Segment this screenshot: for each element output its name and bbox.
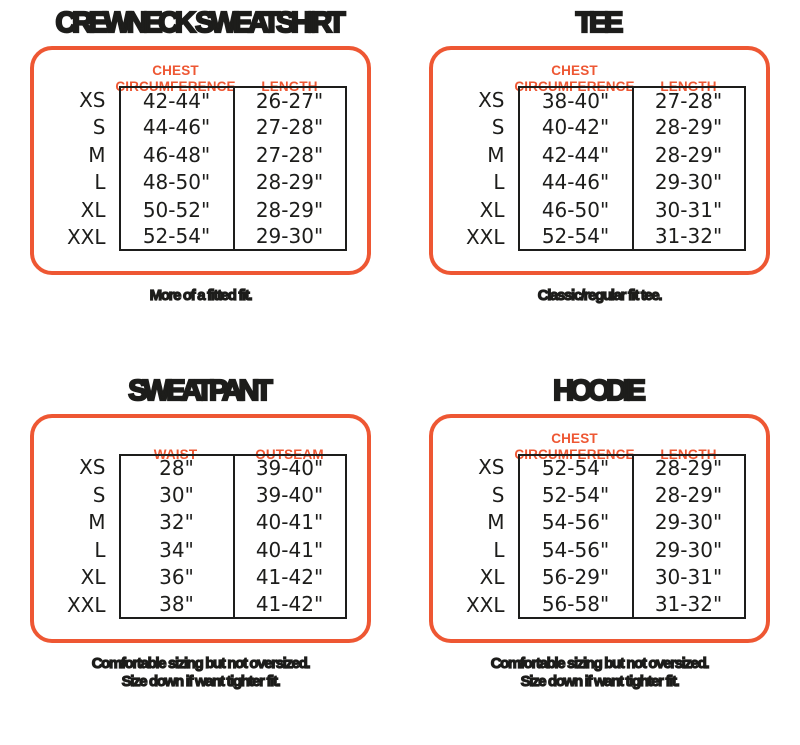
size-label: M [88, 510, 106, 535]
measurement-cell: 52-54" [517, 223, 632, 251]
size-label: XL [80, 565, 106, 590]
size-label: L [94, 537, 106, 562]
size-table-frame: CHEST CIRCUMFERENCE LENGTH XS 38-40" 27-… [429, 46, 770, 275]
size-table-frame: CHEST CIRCUMFERENCE LENGTH XS 52-54" 28-… [429, 414, 770, 643]
measurement-cell: 54-56" [517, 536, 632, 564]
measurement-cell: 36" [118, 563, 233, 592]
measurement-cell: 50-52" [118, 195, 233, 224]
measurement-cell: 52-54" [118, 223, 233, 251]
size-table: CHEST CIRCUMFERENCE LENGTH XS 52-54" 28-… [454, 426, 746, 619]
measurement-cell: 34" [118, 536, 233, 564]
measurement-cell: 38-40" [517, 85, 632, 114]
card-crewneck-sweatshirt: CREWNECK SWEATSHIRT CHEST CIRCUMFERENCE … [30, 6, 371, 306]
size-label: S [491, 482, 505, 507]
size-label: M [88, 142, 106, 167]
fit-note: Comfortable sizing but not oversized. Si… [490, 654, 710, 691]
measurement-cell: 28-29" [631, 453, 746, 482]
measurement-cell: 29-30" [631, 536, 746, 564]
measurement-cell: 56-29" [517, 563, 632, 592]
card-hoodie: HOODIE CHEST CIRCUMFERENCE LENGTH XS 52-… [429, 374, 770, 692]
measurement-cell: 26-27" [232, 85, 347, 114]
measurement-cell: 46-50" [517, 195, 632, 224]
measurement-cell: 28-29" [631, 481, 746, 509]
size-table-frame: CHEST CIRCUMFERENCE LENGTH XS 42-44" 26-… [30, 46, 371, 275]
card-title: CREWNECK SWEATSHIRT [54, 6, 346, 39]
measurement-cell: 46-48" [118, 140, 233, 169]
measurement-cell: 40-42" [517, 113, 632, 141]
size-label: XL [80, 197, 106, 222]
card-title: SWEATPANT [127, 374, 274, 407]
measurement-cell: 39-40" [232, 453, 347, 482]
measurement-cell: 30-31" [631, 563, 746, 592]
measurement-cell: 29-30" [631, 168, 746, 196]
measurement-cell: 52-54" [517, 481, 632, 509]
size-label: XL [479, 565, 505, 590]
measurement-cell: 31-32" [631, 223, 746, 251]
measurement-cell: 41-42" [232, 591, 347, 619]
measurement-cell: 28-29" [232, 168, 347, 196]
measurement-cell: 29-30" [232, 223, 347, 251]
size-label: S [491, 115, 505, 140]
size-label: M [487, 510, 505, 535]
measurement-cell: 27-28" [232, 140, 347, 169]
card-title: TEE [575, 6, 625, 39]
measurement-cell: 29-30" [631, 508, 746, 537]
fit-note: Classic/regular fit tee. [537, 286, 663, 304]
size-label: XXL [66, 592, 106, 617]
measurement-cell: 28" [118, 453, 233, 482]
measurement-cell: 30-31" [631, 195, 746, 224]
card-sweatpant: SWEATPANT WAIST OUTSEAM XS 28" 39-40" S … [30, 374, 371, 692]
size-table: CHEST CIRCUMFERENCE LENGTH XS 38-40" 27-… [454, 58, 746, 251]
measurement-cell: 38" [118, 591, 233, 619]
size-label: XS [478, 455, 505, 480]
measurement-cell: 42-44" [118, 85, 233, 114]
size-label: XS [478, 87, 505, 112]
measurement-cell: 56-58" [517, 591, 632, 619]
fit-note: More of a fitted fit. [149, 286, 253, 304]
size-label: M [487, 142, 505, 167]
size-label: XXL [66, 225, 106, 250]
card-tee: TEE CHEST CIRCUMFERENCE LENGTH XS 38-40"… [429, 6, 770, 306]
size-label: XS [79, 87, 106, 112]
measurement-cell: 39-40" [232, 481, 347, 509]
size-label: XXL [465, 592, 505, 617]
size-table: CHEST CIRCUMFERENCE LENGTH XS 42-44" 26-… [55, 58, 347, 251]
measurement-cell: 40-41" [232, 508, 347, 537]
measurement-cell: 41-42" [232, 563, 347, 592]
size-label: L [94, 170, 106, 195]
size-label: L [493, 170, 505, 195]
size-table: WAIST OUTSEAM XS 28" 39-40" S 30" 39-40"… [55, 426, 347, 619]
card-title: HOODIE [552, 374, 647, 407]
size-label: XL [479, 197, 505, 222]
size-label: XXL [465, 225, 505, 250]
measurement-cell: 42-44" [517, 140, 632, 169]
measurement-cell: 30" [118, 481, 233, 509]
measurement-cell: 52-54" [517, 453, 632, 482]
measurement-cell: 44-46" [517, 168, 632, 196]
measurement-cell: 27-28" [631, 85, 746, 114]
measurement-cell: 48-50" [118, 168, 233, 196]
size-chart-grid: CREWNECK SWEATSHIRT CHEST CIRCUMFERENCE … [30, 6, 770, 692]
measurement-cell: 44-46" [118, 113, 233, 141]
measurement-cell: 54-56" [517, 508, 632, 537]
size-label: L [493, 537, 505, 562]
fit-note: Comfortable sizing but not oversized. Si… [91, 654, 311, 691]
measurement-cell: 40-41" [232, 536, 347, 564]
measurement-cell: 32" [118, 508, 233, 537]
measurement-cell: 28-29" [631, 113, 746, 141]
size-label: XS [79, 455, 106, 480]
measurement-cell: 28-29" [631, 140, 746, 169]
size-table-frame: WAIST OUTSEAM XS 28" 39-40" S 30" 39-40"… [30, 414, 371, 643]
measurement-cell: 28-29" [232, 195, 347, 224]
size-label: S [92, 115, 106, 140]
measurement-cell: 31-32" [631, 591, 746, 619]
measurement-cell: 27-28" [232, 113, 347, 141]
size-label: S [92, 482, 106, 507]
